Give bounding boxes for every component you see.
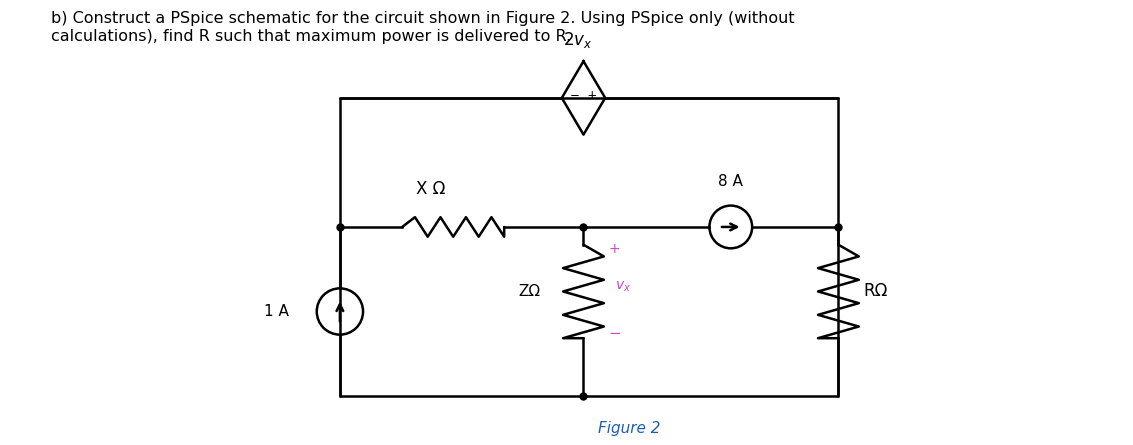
Text: +: + [608, 242, 620, 256]
Text: RΩ: RΩ [863, 283, 888, 300]
Text: 8 A: 8 A [718, 174, 743, 189]
Text: 1 A: 1 A [264, 304, 289, 319]
Text: ZΩ: ZΩ [518, 284, 540, 299]
Text: $2v_x$: $2v_x$ [563, 30, 593, 50]
Text: X Ω: X Ω [416, 180, 445, 198]
Text: b) Construct a PSpice schematic for the circuit shown in Figure 2. Using PSpice : b) Construct a PSpice schematic for the … [51, 11, 794, 44]
Text: $v_x$: $v_x$ [615, 280, 631, 294]
Text: −: − [608, 326, 621, 341]
Text: −  +: − + [570, 89, 597, 102]
Text: Figure 2: Figure 2 [597, 421, 661, 436]
